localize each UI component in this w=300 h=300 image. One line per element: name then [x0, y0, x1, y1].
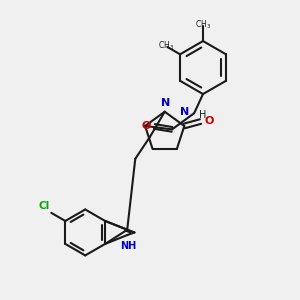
Text: O: O	[204, 116, 213, 126]
Text: NH: NH	[121, 241, 137, 251]
Text: N: N	[180, 107, 189, 117]
Text: CH$_3$: CH$_3$	[158, 40, 174, 52]
Text: O: O	[142, 121, 151, 131]
Text: Cl: Cl	[39, 201, 50, 212]
Text: CH$_3$: CH$_3$	[195, 19, 211, 31]
Text: H: H	[199, 110, 206, 120]
Text: N: N	[161, 98, 170, 108]
